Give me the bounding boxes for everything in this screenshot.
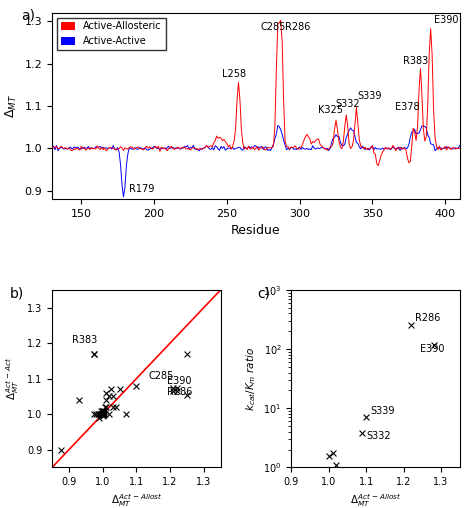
Text: S339: S339	[358, 91, 383, 102]
Point	[100, 410, 108, 418]
X-axis label: $\Delta_{MT}^{Act\/-Allost}$: $\Delta_{MT}^{Act\/-Allost}$	[110, 493, 162, 508]
Text: E390: E390	[434, 15, 458, 25]
Point	[99, 409, 107, 418]
Point	[107, 385, 115, 393]
Text: R383: R383	[403, 56, 428, 67]
Text: S332: S332	[336, 99, 360, 109]
Text: S339: S339	[370, 406, 394, 416]
Y-axis label: $\Delta_{MT}$: $\Delta_{MT}$	[4, 94, 19, 118]
Text: E390: E390	[420, 344, 445, 354]
Point	[91, 410, 98, 418]
Point	[99, 407, 107, 416]
Text: C285: C285	[261, 22, 286, 33]
Point	[328, 449, 336, 457]
Point	[173, 384, 181, 392]
X-axis label: Residue: Residue	[231, 224, 281, 237]
Text: R179: R179	[129, 184, 155, 194]
Point	[102, 389, 110, 397]
Text: R286: R286	[285, 22, 310, 33]
Point	[170, 387, 177, 395]
Point	[99, 412, 107, 420]
Text: R286: R286	[415, 313, 440, 323]
Text: K325: K325	[318, 106, 343, 115]
Point	[99, 406, 107, 415]
Text: c): c)	[258, 287, 271, 300]
Point	[122, 410, 130, 418]
X-axis label: $\Delta_{MT}^{Act\/-Allost}$: $\Delta_{MT}^{Act\/-Allost}$	[350, 493, 401, 508]
Point	[99, 410, 107, 418]
Point	[96, 410, 103, 418]
Point	[99, 410, 107, 418]
Point	[97, 410, 105, 418]
Point	[99, 408, 107, 417]
Point	[109, 392, 117, 400]
Point	[133, 382, 140, 390]
Point	[75, 396, 83, 404]
Text: b): b)	[10, 287, 24, 300]
Y-axis label: $k_{cat}/K_m$ ratio: $k_{cat}/K_m$ ratio	[244, 346, 258, 410]
Point	[430, 341, 438, 350]
Y-axis label: $\Delta_{MT}^{Act\/-Act}$: $\Delta_{MT}^{Act\/-Act}$	[5, 357, 21, 400]
Text: R286: R286	[167, 387, 192, 397]
Point	[106, 392, 113, 400]
Text: E390: E390	[167, 376, 191, 386]
Text: a): a)	[22, 9, 36, 23]
Point	[97, 410, 105, 418]
Text: L258: L258	[222, 69, 246, 79]
Point	[102, 403, 110, 411]
Point	[106, 410, 113, 418]
Point	[98, 410, 105, 418]
Point	[116, 385, 123, 393]
Point	[57, 446, 64, 454]
Point	[94, 410, 101, 418]
Point	[170, 384, 177, 392]
Point	[109, 403, 117, 411]
Point	[99, 408, 107, 417]
Point	[97, 406, 105, 415]
Text: S332: S332	[366, 431, 391, 441]
Point	[96, 414, 103, 422]
Point	[101, 410, 109, 418]
Point	[100, 410, 107, 418]
Text: E378: E378	[395, 102, 419, 112]
Point	[99, 410, 107, 418]
Point	[99, 410, 107, 418]
Legend: Active-Allosteric, Active-Active: Active-Allosteric, Active-Active	[57, 18, 166, 50]
Point	[102, 396, 110, 404]
Point	[325, 452, 333, 460]
Point	[183, 391, 191, 399]
Point	[359, 429, 366, 437]
Point	[101, 403, 109, 411]
Point	[363, 414, 370, 422]
Point	[92, 410, 100, 418]
Point	[183, 350, 191, 358]
Point	[173, 387, 181, 395]
Point	[98, 410, 105, 418]
Text: C285: C285	[148, 371, 173, 380]
Point	[99, 411, 107, 419]
Point	[332, 461, 340, 469]
Point	[99, 409, 107, 418]
Text: R383: R383	[73, 335, 98, 345]
Point	[100, 406, 107, 415]
Point	[407, 321, 415, 329]
Point	[91, 350, 98, 358]
Point	[100, 406, 108, 415]
Point	[91, 350, 98, 358]
Point	[112, 403, 120, 411]
